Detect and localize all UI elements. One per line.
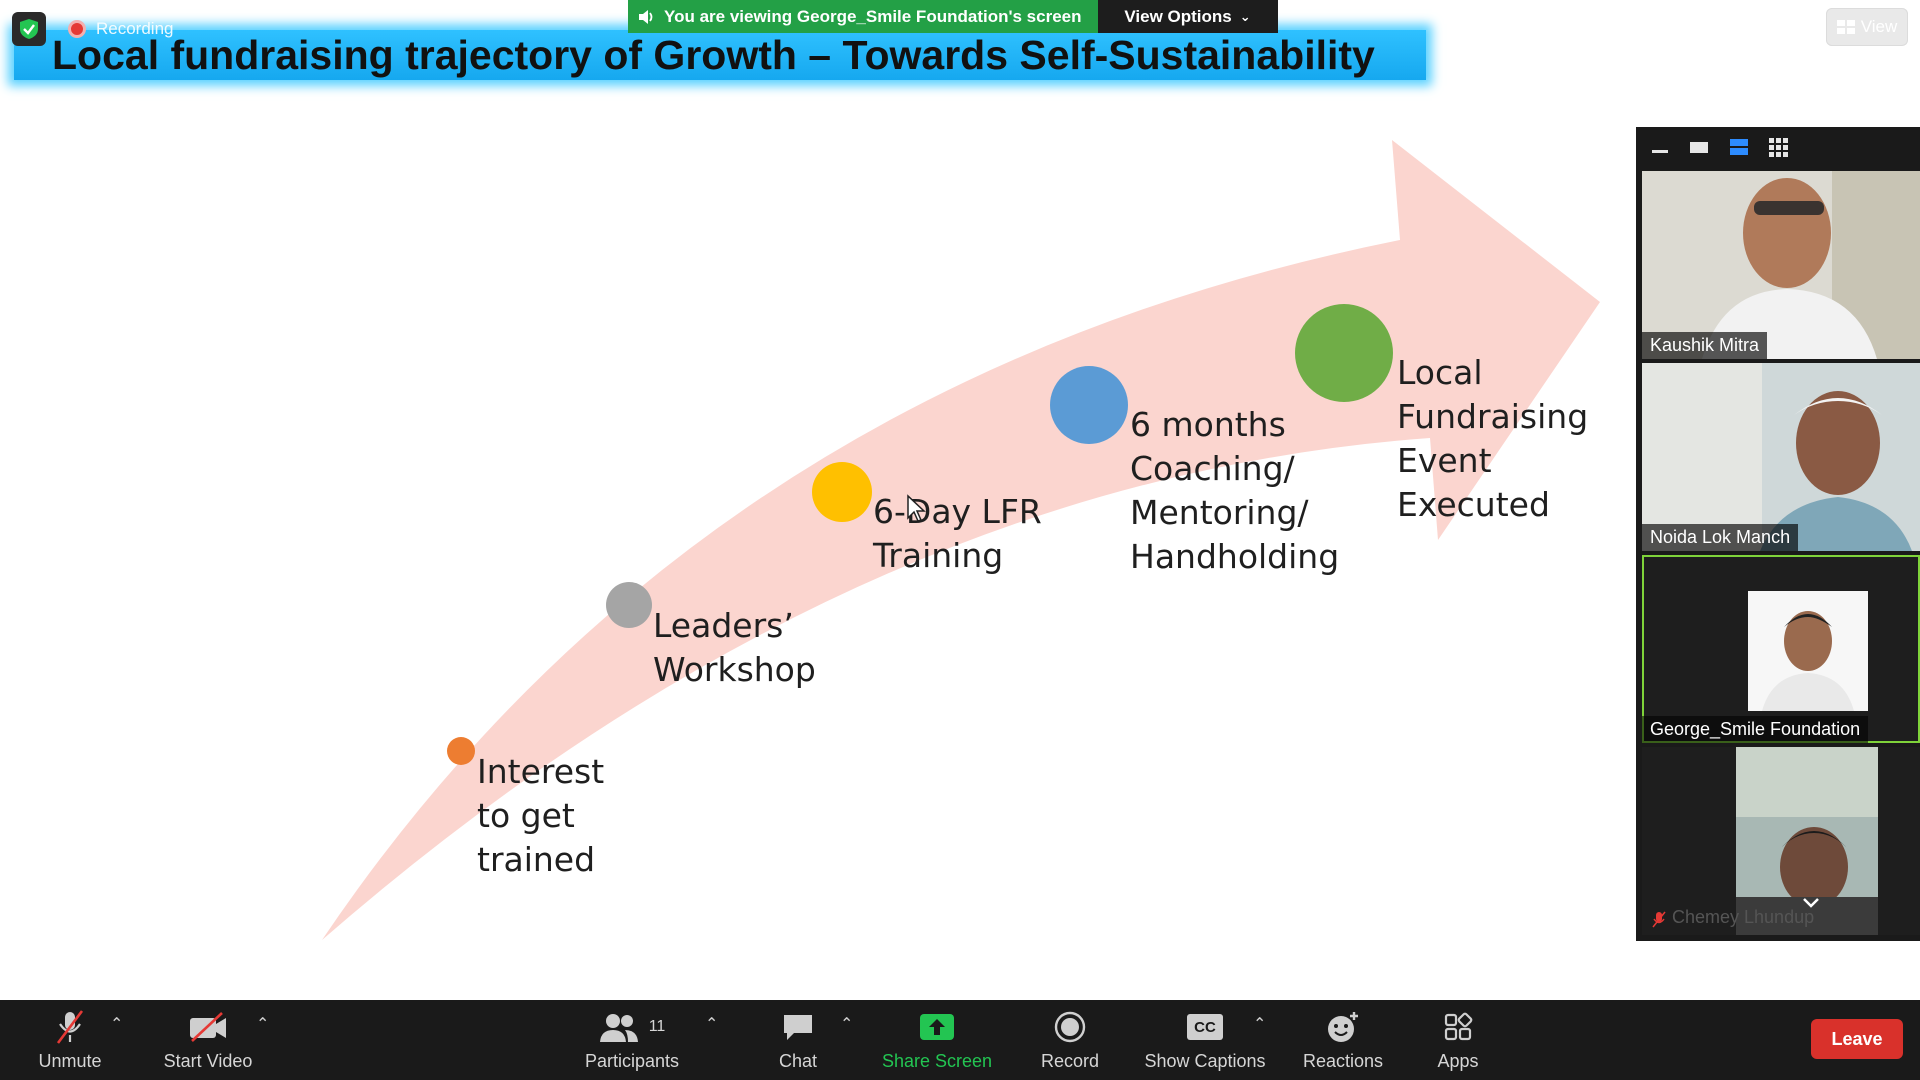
start-video-label: Start Video xyxy=(163,1051,253,1071)
shared-screen-area: Local fundraising trajectory of Growth –… xyxy=(14,30,1600,940)
video-off-icon xyxy=(190,1012,226,1042)
unmute-label: Unmute xyxy=(38,1051,102,1071)
participants-options-caret-icon[interactable]: ⌃ xyxy=(705,1016,719,1033)
apps-label: Apps xyxy=(1437,1051,1479,1071)
reactions-label: Reactions xyxy=(1302,1051,1384,1071)
step-label-interest: Interest to get trained xyxy=(477,752,605,879)
chat-icon xyxy=(784,1015,812,1040)
speaker-icon xyxy=(639,9,653,24)
recording-indicator-icon xyxy=(68,20,86,38)
record-icon xyxy=(1054,1011,1086,1043)
chat-options-caret-icon[interactable]: ⌃ xyxy=(840,1016,854,1033)
participant-name: George_Smile Foundation xyxy=(1642,716,1869,743)
slide-title: Local fundraising trajectory of Growth –… xyxy=(14,30,1426,80)
view-layout-button[interactable]: View xyxy=(1826,8,1908,46)
apps-icon xyxy=(1444,1012,1473,1041)
closed-captions-icon: CC xyxy=(1187,1014,1223,1040)
step-dot-coaching xyxy=(1050,366,1128,444)
view-options-button[interactable]: View Options ⌄ xyxy=(1097,0,1278,33)
chat-label: Chat xyxy=(778,1051,818,1071)
step-dot-lfr-training xyxy=(812,462,872,522)
leave-meeting-button[interactable]: Leave xyxy=(1811,1019,1903,1059)
share-screen-icon xyxy=(920,1014,954,1040)
meeting-toolbar: Unmute ⌃ Start Video ⌃ 11 Participants ⌃ xyxy=(0,1000,1920,1080)
muted-microphone-icon xyxy=(56,1010,84,1044)
step-label-event-executed: Local Fundraising Event Executed xyxy=(1397,353,1589,524)
participant-name: Kaushik Mitra xyxy=(1642,332,1768,359)
recording-label: Recording xyxy=(96,19,174,38)
reactions-smiley-icon xyxy=(1328,1012,1358,1042)
participant-tile-active-speaker[interactable]: George_Smile Foundation xyxy=(1642,555,1920,743)
record-label: Record xyxy=(1040,1051,1100,1071)
participant-video-panel: Kaushik Mitra Noida Lok Manch George_Smi… xyxy=(1636,127,1920,941)
participant-video-feed xyxy=(1642,171,1920,359)
video-options-caret-icon[interactable]: ⌃ xyxy=(256,1016,270,1033)
viewing-banner: You are viewing George_Smile Foundation'… xyxy=(628,0,1278,33)
participant-video-feed xyxy=(1642,363,1920,551)
step-label-coaching: 6 months Coaching/ Mentoring/ Handholdin… xyxy=(1130,405,1340,576)
participants-count: 11 xyxy=(648,1018,666,1035)
security-shield-button[interactable] xyxy=(12,12,46,46)
audio-options-caret-icon[interactable]: ⌃ xyxy=(110,1016,124,1033)
start-video-button[interactable]: Start Video xyxy=(150,1000,266,1080)
participant-tile[interactable]: Noida Lok Manch xyxy=(1642,363,1920,551)
minimize-panel-icon[interactable] xyxy=(1650,139,1670,155)
viewing-banner-message: You are viewing George_Smile Foundation'… xyxy=(628,0,1098,33)
participant-tile[interactable]: Kaushik Mitra xyxy=(1642,171,1920,359)
growth-arrow-shape xyxy=(322,140,1600,940)
step-dot-interest xyxy=(447,737,475,765)
show-captions-button[interactable]: CC Show Captions xyxy=(1138,1000,1272,1080)
strip-view-icon[interactable] xyxy=(1728,138,1750,156)
captions-options-caret-icon[interactable]: ⌃ xyxy=(1253,1016,1267,1033)
viewing-banner-text: You are viewing George_Smile Foundation'… xyxy=(664,6,1082,26)
grid-view-icon xyxy=(1836,20,1855,34)
participant-profile-photo xyxy=(1748,591,1868,711)
reactions-button[interactable]: Reactions xyxy=(1290,1000,1396,1080)
single-speaker-view-icon[interactable] xyxy=(1688,139,1710,155)
mouse-cursor-icon xyxy=(907,494,926,522)
view-options-label: View Options xyxy=(1124,6,1232,26)
step-label-leaders-workshop: Leaders’ Workshop xyxy=(653,606,816,689)
share-screen-button[interactable]: Share Screen xyxy=(876,1000,998,1080)
unmute-button[interactable]: Unmute xyxy=(20,1000,120,1080)
participant-name: Chemey Lhundup xyxy=(1672,907,1815,927)
participant-name: Noida Lok Manch xyxy=(1642,524,1799,551)
chat-button[interactable]: Chat xyxy=(758,1000,838,1080)
growth-arrow-graphic xyxy=(322,140,1600,940)
step-dot-leaders-workshop xyxy=(606,582,652,628)
record-button[interactable]: Record xyxy=(1030,1000,1110,1080)
gallery-view-icon[interactable] xyxy=(1768,137,1790,157)
participant-tile[interactable]: Chemey Lhundup xyxy=(1642,747,1920,935)
share-screen-label: Share Screen xyxy=(881,1051,993,1071)
chevron-down-icon: ⌄ xyxy=(1239,8,1251,24)
apps-button[interactable]: Apps xyxy=(1418,1000,1498,1080)
participants-button[interactable]: 11 Participants xyxy=(572,1000,692,1080)
step-dot-event-executed xyxy=(1295,304,1393,402)
step-label-lfr-training: 6-Day LFR Training xyxy=(873,492,1042,575)
scroll-down-chevron-icon[interactable] xyxy=(1802,897,1820,909)
participants-label: Participants xyxy=(584,1051,680,1071)
show-captions-label: Show Captions xyxy=(1144,1051,1266,1071)
panel-view-switcher xyxy=(1636,127,1920,167)
view-button-label: View xyxy=(1860,17,1898,36)
shield-check-icon xyxy=(20,19,38,39)
muted-microphone-icon xyxy=(1652,911,1666,928)
participants-icon xyxy=(599,1014,638,1042)
